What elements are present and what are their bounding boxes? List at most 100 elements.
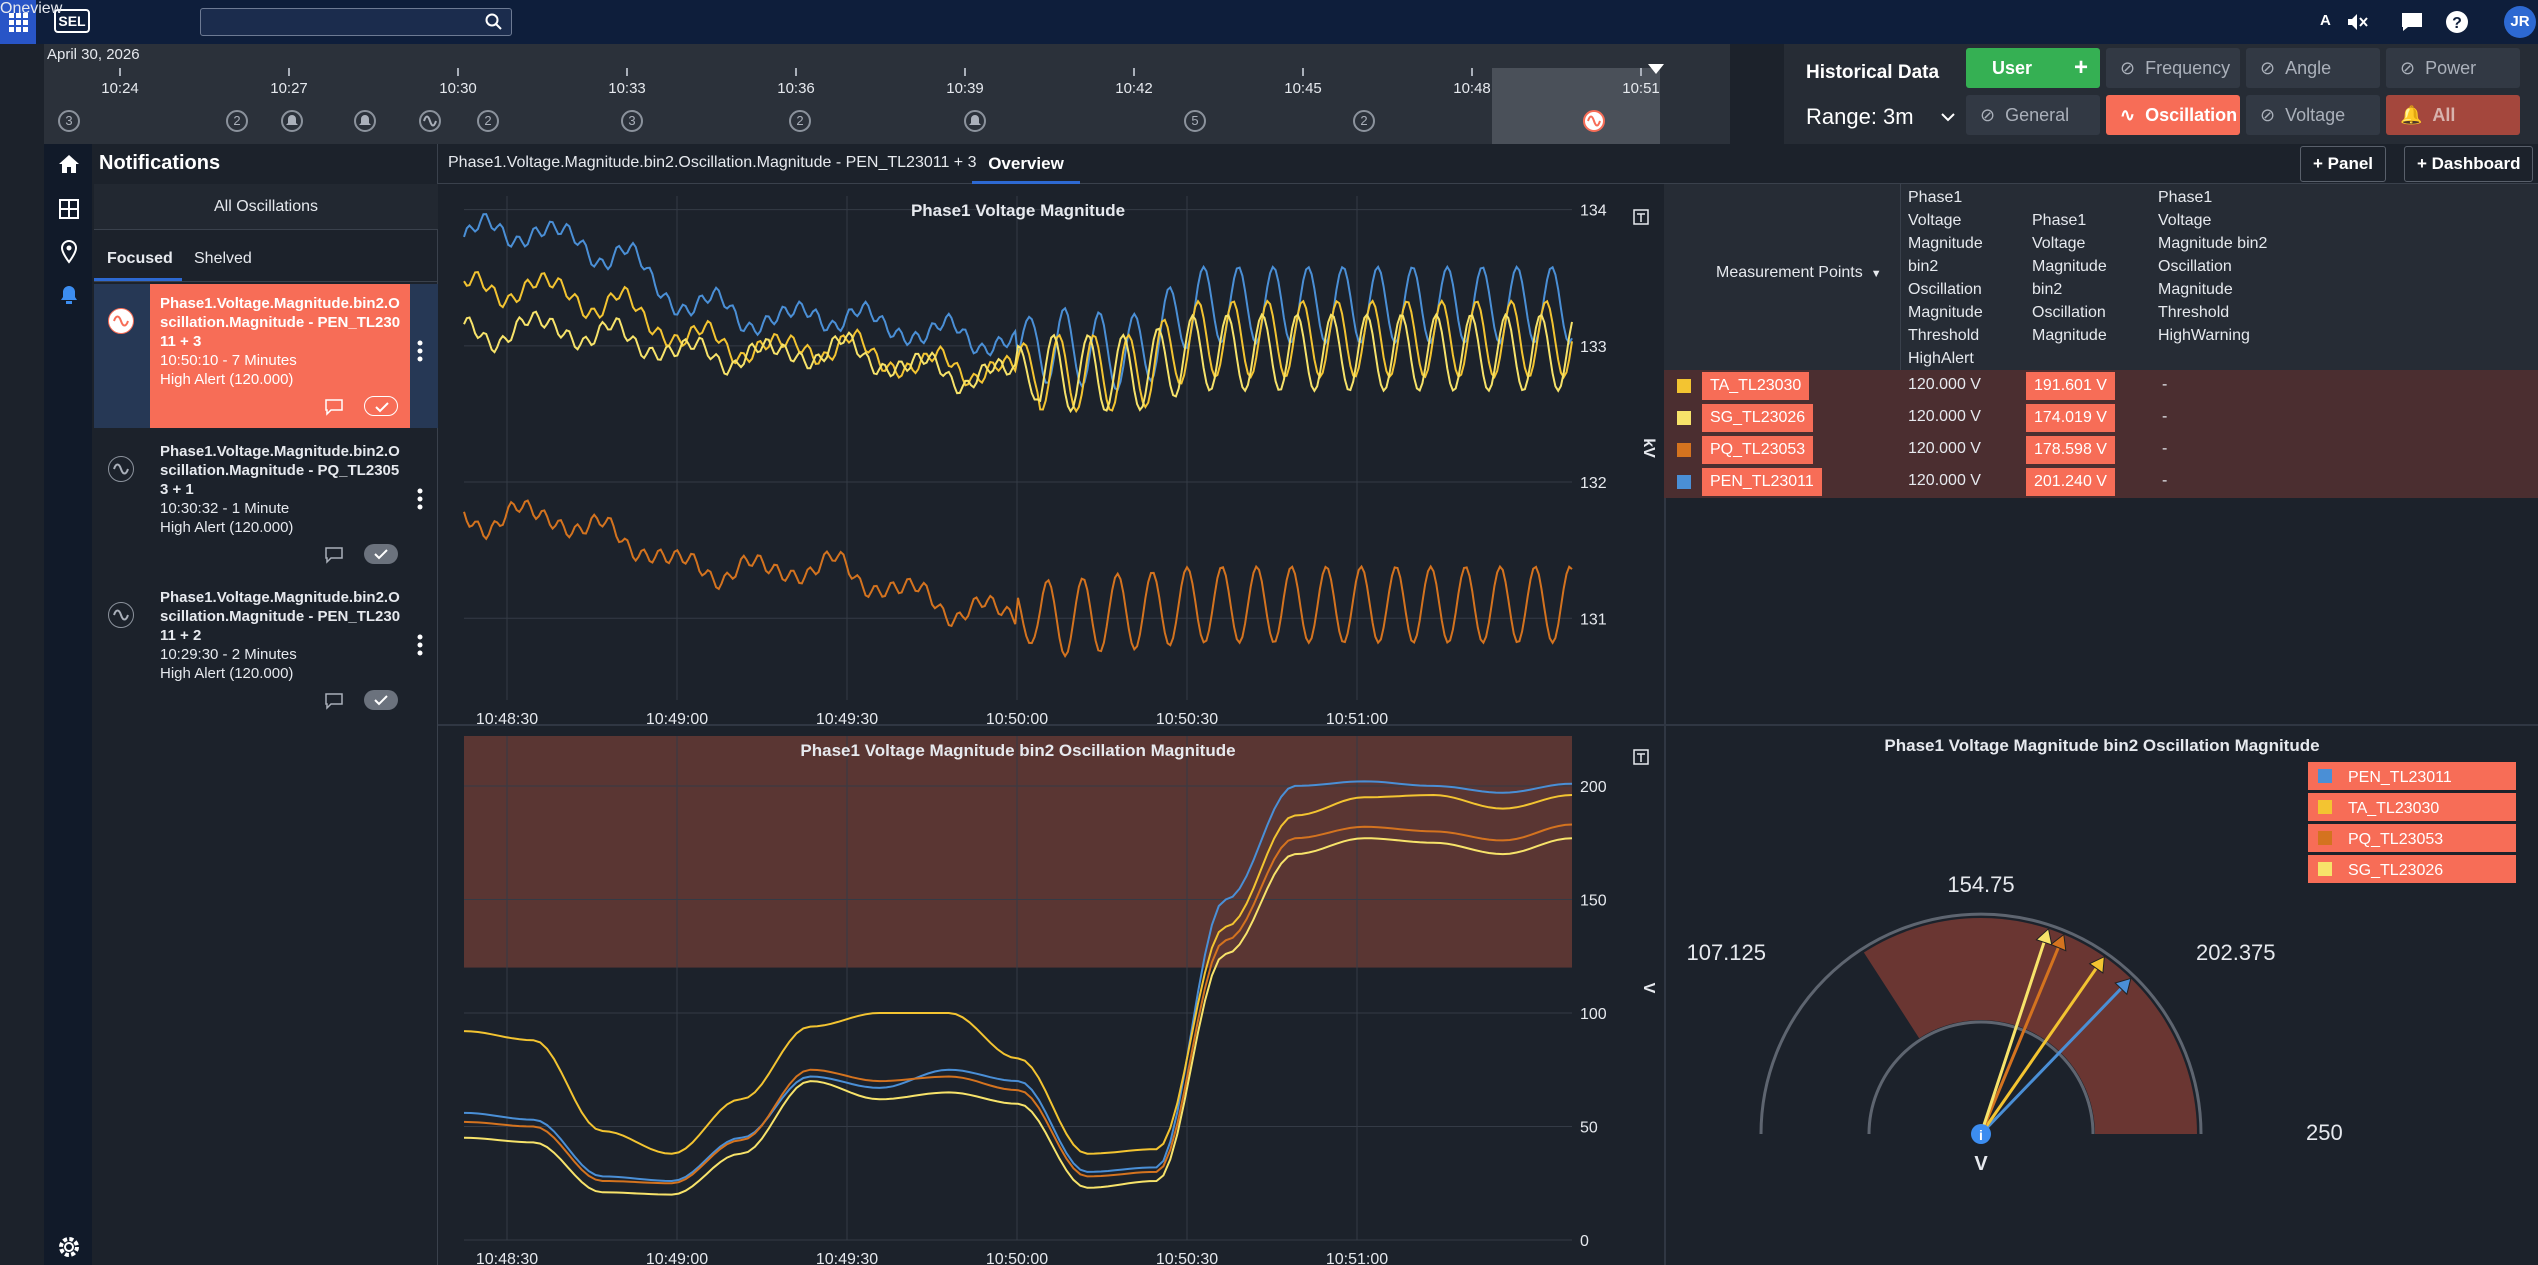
expand-icon[interactable] bbox=[1633, 749, 1649, 765]
filter-all[interactable]: 🔔 All bbox=[2386, 95, 2520, 135]
more-menu-icon[interactable] bbox=[416, 634, 424, 661]
plot-area bbox=[464, 196, 1572, 700]
x-tick-label: 10:49:00 bbox=[646, 1251, 708, 1265]
timeline-event-oscillation[interactable] bbox=[1583, 110, 1605, 132]
timeline-event-alarm[interactable] bbox=[281, 110, 303, 132]
acknowledge-button[interactable] bbox=[364, 396, 398, 416]
svg-text:?: ? bbox=[2452, 15, 2462, 32]
chevron-down-icon[interactable] bbox=[1940, 112, 1956, 124]
filter-angle[interactable]: ⊘ Angle bbox=[2246, 48, 2380, 88]
comment-icon[interactable] bbox=[324, 692, 344, 715]
notification-title: Phase1.Voltage.Magnitude.bin2.Oscillatio… bbox=[160, 443, 400, 498]
historical-title: Historical Data bbox=[1806, 62, 1940, 83]
voltage-magnitude-chart[interactable]: 131 132 133 134 10:48:30 10:49:00 10:49:30 10:5… bbox=[440, 186, 1664, 724]
timeline-event-alarm[interactable] bbox=[964, 110, 986, 132]
timeline[interactable] bbox=[44, 44, 1730, 144]
legend-swatch bbox=[2318, 800, 2332, 814]
filter-frequency[interactable]: ⊘ Frequency bbox=[2106, 48, 2240, 88]
timeline-event-count[interactable]: 2 bbox=[477, 110, 499, 132]
apps-grid-button[interactable] bbox=[0, 0, 36, 44]
comment-icon[interactable] bbox=[324, 546, 344, 569]
tab-shelved[interactable]: Shelved bbox=[194, 250, 252, 267]
filter-oscillation[interactable]: ∿ Oscillation bbox=[2106, 95, 2240, 135]
gauge-needle-SG_TL23026[interactable] bbox=[1979, 939, 2047, 1135]
add-dashboard-button[interactable]: + Dashboard bbox=[2404, 146, 2534, 182]
alarm-bell-icon[interactable] bbox=[58, 284, 80, 306]
y-tick-label: 200 bbox=[1580, 779, 1607, 796]
series-line-PQ_TL23053[interactable] bbox=[463, 499, 1573, 659]
timeline-cursor-icon[interactable] bbox=[1648, 64, 1664, 78]
measurement-points-header[interactable]: Measurement Points ▼ bbox=[1716, 264, 1882, 281]
oscillation-magnitude-chart[interactable]: 0 50 100 150 200 10:48:30 10:49:00 10:49:30 10:5… bbox=[440, 728, 1664, 1265]
tab-focused[interactable]: Focused bbox=[107, 250, 173, 267]
notification-filter[interactable]: All Oscillations bbox=[94, 184, 438, 230]
more-menu-icon[interactable] bbox=[416, 488, 424, 515]
acknowledge-button[interactable] bbox=[364, 690, 398, 710]
timeline-event-oscillation[interactable] bbox=[419, 110, 441, 132]
timeline-event-count[interactable]: 2 bbox=[789, 110, 811, 132]
threshold-alert-value: 120.000 V bbox=[1908, 440, 1981, 457]
gauge-needle-PQ_TL23053[interactable] bbox=[1979, 944, 2061, 1135]
chart-title: Phase1 Voltage Magnitude bin2 Oscillatio… bbox=[800, 741, 1235, 760]
series-color-swatch bbox=[1677, 475, 1691, 489]
series-line-TA_TL23030[interactable] bbox=[463, 793, 1573, 1155]
tab-overview[interactable]: Overview bbox=[972, 146, 1080, 184]
dashboard-grid-icon[interactable] bbox=[58, 198, 80, 220]
more-menu-icon[interactable] bbox=[416, 340, 424, 367]
table-column-header: Phase1 Voltage Magnitude bin2 Oscillatio… bbox=[1908, 189, 1983, 367]
filter-general[interactable]: ⊘ General bbox=[1966, 95, 2100, 135]
gauge-info-icon[interactable] bbox=[1971, 1124, 1991, 1144]
map-pin-icon[interactable] bbox=[60, 240, 78, 264]
acknowledge-button[interactable] bbox=[364, 544, 398, 564]
expand-icon[interactable] bbox=[1633, 209, 1649, 225]
timeline-tick-label: 10:42 bbox=[1115, 80, 1153, 97]
y-tick-label: 132 bbox=[1580, 475, 1607, 492]
search-icon[interactable] bbox=[484, 12, 504, 32]
legend-label-bg bbox=[2342, 793, 2516, 821]
legend-label-bg bbox=[2342, 855, 2516, 883]
gauge-needle-PEN_TL23011[interactable] bbox=[1979, 986, 2124, 1136]
font-size-icon[interactable]: A bbox=[2320, 12, 2331, 29]
search-input[interactable] bbox=[200, 8, 512, 36]
timeline-tick bbox=[1471, 68, 1473, 76]
range-select[interactable]: Range: 3m bbox=[1806, 104, 1914, 129]
timeline-tick-label: 10:27 bbox=[270, 80, 308, 97]
comment-icon[interactable] bbox=[324, 398, 344, 421]
filter-user[interactable]: User + bbox=[1966, 48, 2100, 88]
settings-gear-icon[interactable] bbox=[56, 1234, 82, 1260]
help-icon[interactable]: ? bbox=[2444, 9, 2470, 35]
add-panel-button[interactable]: + Panel bbox=[2300, 146, 2387, 182]
series-line-TA_TL23030[interactable] bbox=[463, 271, 1573, 414]
timeline-event-alarm[interactable] bbox=[354, 110, 376, 132]
timeline-event-count[interactable]: 3 bbox=[58, 110, 80, 132]
chat-icon[interactable] bbox=[2400, 10, 2424, 34]
y-tick-label: 133 bbox=[1580, 339, 1607, 356]
filter-power[interactable]: ⊘ Power bbox=[2386, 48, 2520, 88]
alert-threshold-band bbox=[464, 736, 1572, 968]
notification-text: Phase1.Voltage.Magnitude.bin2.Oscillatio… bbox=[160, 442, 404, 537]
timeline-event-count[interactable]: 3 bbox=[621, 110, 643, 132]
info-icon: i bbox=[1979, 1127, 1983, 1143]
notification-time: 10:50:10 - 7 Minutes bbox=[160, 352, 297, 369]
series-line-PQ_TL23053[interactable] bbox=[463, 823, 1573, 1185]
timeline-selection[interactable] bbox=[1492, 68, 1660, 144]
series-line-PEN_TL23011[interactable] bbox=[463, 780, 1573, 1183]
timeline-tick bbox=[1640, 68, 1642, 76]
legend-swatch bbox=[2318, 769, 2332, 783]
timeline-event-count[interactable]: 5 bbox=[1184, 110, 1206, 132]
series-line-SG_TL23026[interactable] bbox=[463, 837, 1573, 1196]
oscillation-gauge[interactable]: Phase1 Voltage Magnitude bin2 Oscillatio… bbox=[1666, 726, 2538, 1265]
timeline-event-count[interactable]: 2 bbox=[1353, 110, 1375, 132]
oscillation-icon bbox=[108, 456, 134, 482]
timeline-event-count[interactable]: 2 bbox=[226, 110, 248, 132]
bell-icon bbox=[286, 115, 298, 125]
gauge-needle-tip bbox=[2049, 933, 2067, 952]
gauge-needle-TA_TL23030[interactable] bbox=[1979, 965, 2099, 1135]
avatar[interactable]: JR bbox=[2504, 6, 2536, 38]
series-line-SG_TL23026[interactable] bbox=[463, 310, 1573, 414]
disabled-icon: ⊘ bbox=[2120, 58, 2136, 78]
mute-icon[interactable] bbox=[2346, 11, 2370, 33]
app-name: Oneview bbox=[0, 0, 63, 17]
filter-voltage[interactable]: ⊘ Voltage bbox=[2246, 95, 2380, 135]
home-icon[interactable] bbox=[58, 154, 80, 174]
